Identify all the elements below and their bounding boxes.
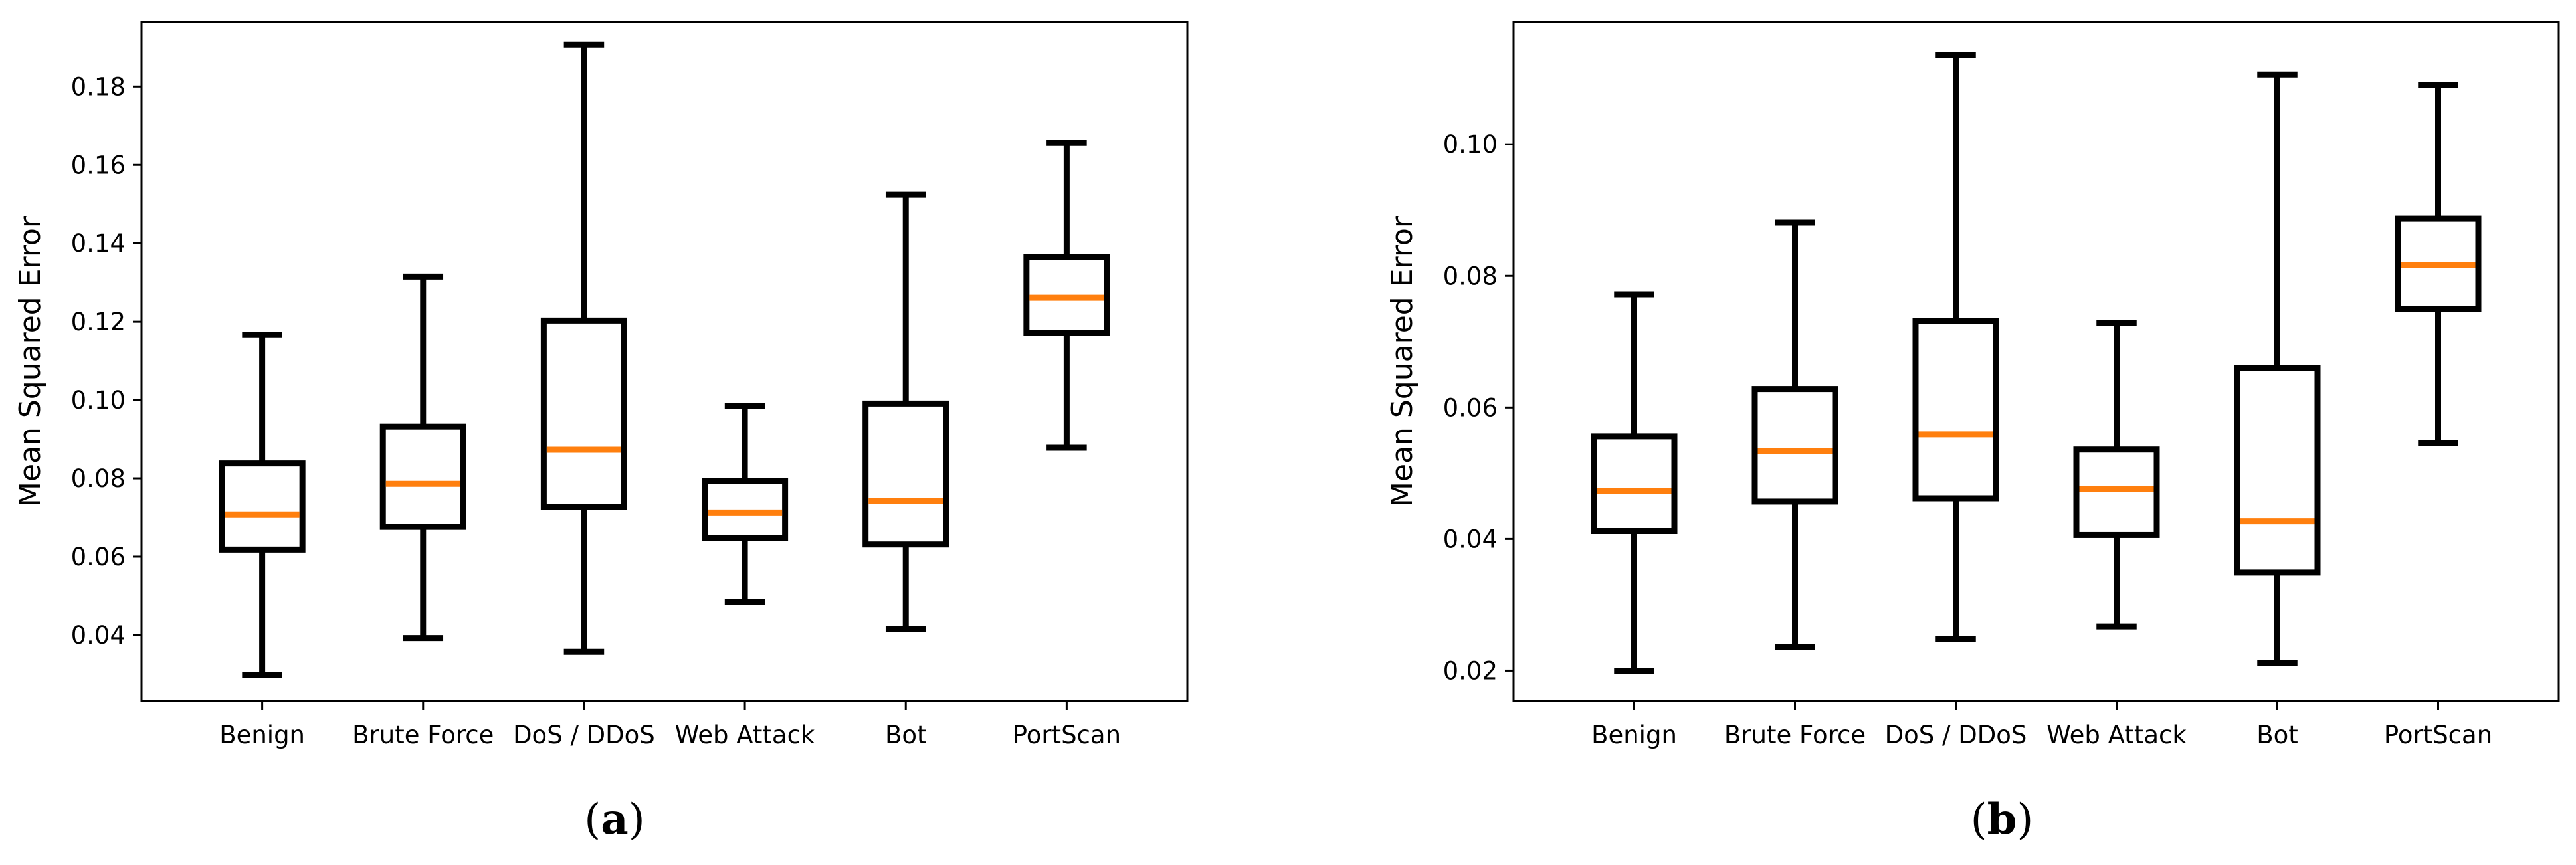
plot-frame	[140, 21, 1189, 702]
box	[2073, 446, 2160, 538]
x-tick-label: Web Attack	[2046, 721, 2187, 749]
x-tick-label: Web Attack	[675, 721, 815, 749]
x-tick-label: PortScan	[2384, 721, 2492, 749]
box	[1912, 318, 1999, 502]
x-tick-label: Benign	[1591, 721, 1677, 749]
y-tick-label: 0.16	[71, 151, 126, 179]
x-tick-label: PortScan	[1013, 721, 1121, 749]
x-tick-label: Benign	[219, 721, 305, 749]
caption-close: )	[629, 795, 645, 844]
box	[862, 400, 949, 548]
x-tick-label: DoS / DDoS	[513, 721, 655, 749]
box	[2234, 365, 2321, 576]
y-tick-label: 0.14	[71, 229, 126, 258]
caption-open: (	[1971, 795, 1987, 844]
caption-close: )	[2017, 795, 2033, 844]
caption-open: (	[584, 795, 601, 844]
x-tick-label: Brute Force	[352, 721, 494, 749]
y-tick-label: 0.10	[1443, 130, 1498, 159]
subfigure-caption: (a)	[584, 795, 644, 844]
y-tick-label: 0.10	[71, 386, 126, 415]
y-axis-label: Mean Squared Error	[13, 215, 47, 507]
box	[1751, 386, 1838, 505]
y-tick-label: 0.12	[71, 308, 126, 336]
x-tick-label: DoS / DDoS	[1885, 721, 2027, 749]
y-tick-label: 0.08	[71, 464, 126, 493]
y-tick-label: 0.18	[71, 72, 126, 101]
plot-frame	[1512, 21, 2560, 702]
y-tick-label: 0.06	[71, 543, 126, 571]
panel-a: 0.04 0.06 0.08 0.10 0.12 0.14 0.16 0.18 Mean Squ…	[13, 21, 1189, 844]
y-tick-label: 0.04	[1443, 525, 1498, 553]
y-axis-label: Mean Squared Error	[1385, 215, 1419, 507]
y-tick-label: 0.02	[1443, 656, 1498, 685]
box	[379, 423, 466, 530]
y-tick-label: 0.08	[1443, 262, 1498, 290]
x-tick-label: Brute Force	[1724, 721, 1866, 749]
box	[219, 460, 306, 553]
x-tick-label: Bot	[885, 721, 927, 749]
y-tick-label: 0.04	[71, 621, 126, 650]
panel-b: 0.02 0.04 0.06 0.08 0.10 Mean Squared Error Be…	[1385, 21, 2560, 844]
y-tick-label: 0.06	[1443, 393, 1498, 422]
box	[1591, 433, 1678, 534]
x-tick-label: Bot	[2256, 721, 2298, 749]
caption-letter: b	[1987, 795, 2017, 844]
caption-letter: a	[601, 795, 628, 844]
box	[540, 317, 627, 510]
subfigure-caption: (b)	[1971, 795, 2034, 844]
